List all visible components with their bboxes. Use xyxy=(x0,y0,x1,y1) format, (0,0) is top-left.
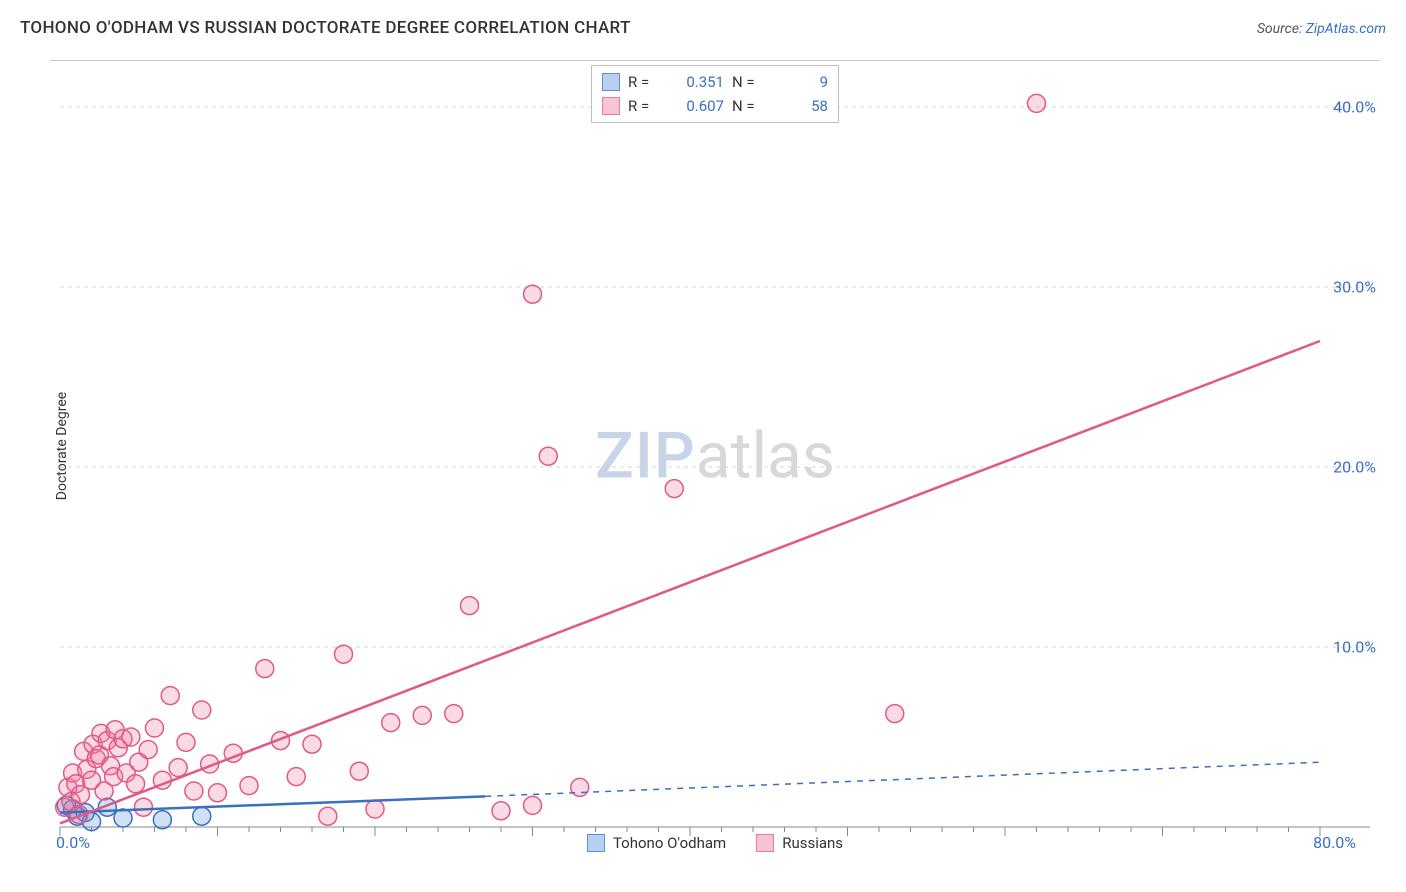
chart-source: Source: ZipAtlas.com xyxy=(1257,21,1386,37)
y-tick-label: 10.0% xyxy=(1333,638,1382,657)
n-value: 9 xyxy=(772,73,828,91)
legend-item: Russians xyxy=(756,834,843,852)
r-label: R = xyxy=(628,73,660,91)
legend-swatch xyxy=(602,73,620,91)
correlation-legend: R = 0.351 N = 9 R = 0.607 N = 58 xyxy=(591,65,839,123)
n-label: N = xyxy=(732,73,764,91)
legend-label: Tohono O'odham xyxy=(613,834,726,852)
legend-swatch xyxy=(587,834,605,852)
y-tick-label: 20.0% xyxy=(1333,458,1382,477)
source-link[interactable]: ZipAtlas.com xyxy=(1306,21,1386,37)
y-tick-label: 30.0% xyxy=(1333,278,1382,297)
chart-title: TOHONO O'ODHAM VS RUSSIAN DOCTORATE DEGR… xyxy=(20,18,631,38)
source-prefix: Source: xyxy=(1257,21,1306,37)
n-value: 58 xyxy=(772,97,828,115)
x-axis-max-label: 80.0% xyxy=(1313,833,1356,852)
legend-row: R = 0.607 N = 58 xyxy=(602,94,828,118)
chart-area: ZIPatlas R =0.351N =9R =0.607N =58 Tohon… xyxy=(50,60,1380,850)
legend-swatch xyxy=(756,834,774,852)
legend-item: Tohono O'odham xyxy=(587,834,726,852)
n-label: N = xyxy=(732,97,764,115)
r-value: 0.351 xyxy=(668,73,724,91)
legend-swatch xyxy=(602,97,620,115)
r-value: 0.607 xyxy=(668,97,724,115)
y-tick-label: 40.0% xyxy=(1333,98,1382,117)
legend-label: Russians xyxy=(782,834,843,852)
x-axis-min-label: 0.0% xyxy=(56,833,90,852)
r-label: R = xyxy=(628,97,660,115)
series-legend: Tohono O'odham Russians xyxy=(587,834,843,852)
chart-header: TOHONO O'ODHAM VS RUSSIAN DOCTORATE DEGR… xyxy=(0,0,1406,46)
legend-row: R = 0.351 N = 9 xyxy=(602,70,828,94)
scatter-plot-svg xyxy=(50,61,1380,851)
